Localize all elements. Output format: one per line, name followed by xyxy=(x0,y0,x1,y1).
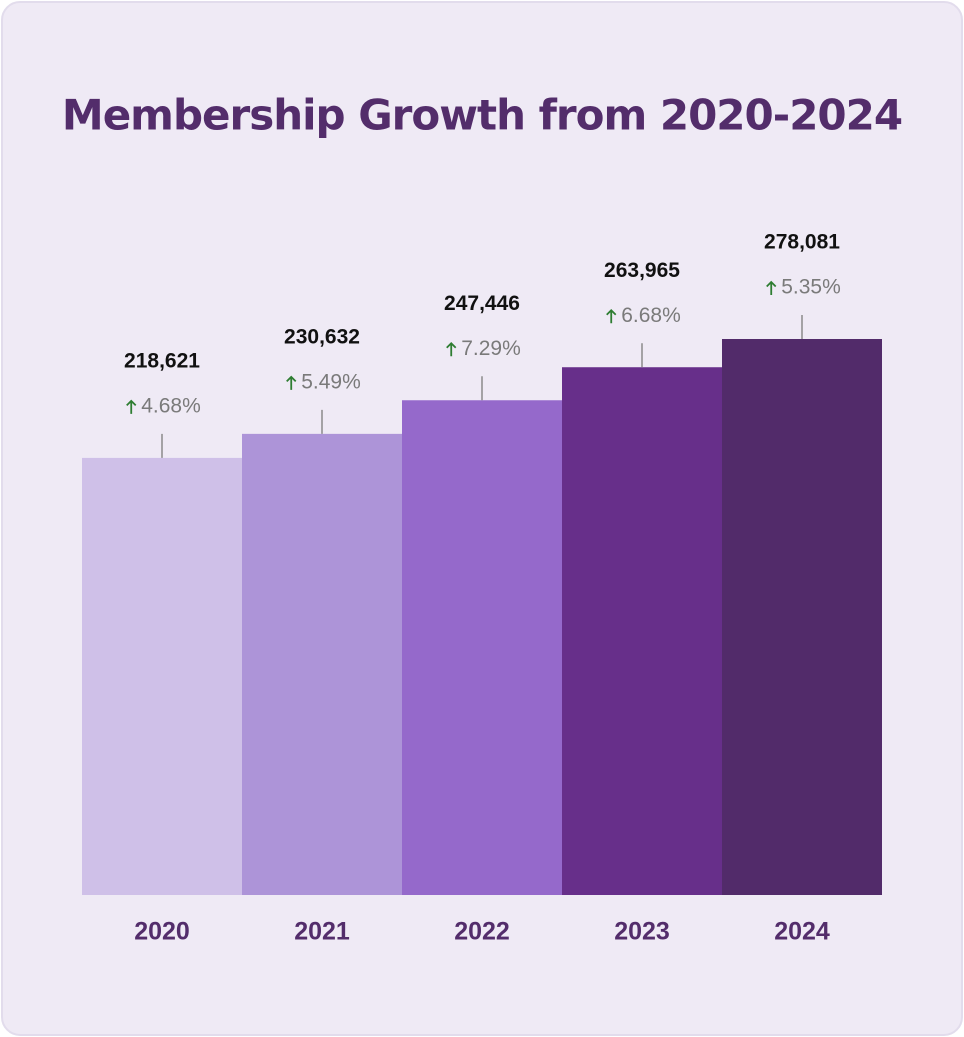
value-label: 218,621 xyxy=(124,349,200,372)
chart-title: Membership Growth from 2020-2024 xyxy=(62,91,902,140)
growth-label: 6.68% xyxy=(621,304,681,327)
bar xyxy=(562,367,722,896)
up-arrow xyxy=(286,375,297,390)
x-tick-label: 2022 xyxy=(454,918,510,946)
up-arrow xyxy=(446,341,457,357)
up-arrow xyxy=(606,308,617,324)
x-tick-label: 2023 xyxy=(614,918,670,946)
bar xyxy=(402,400,562,895)
value-label: 278,081 xyxy=(764,231,840,254)
growth-label: 7.29% xyxy=(461,337,521,360)
up-arrow xyxy=(126,399,137,414)
growth-label: 4.68% xyxy=(141,394,201,417)
x-tick-label: 2020 xyxy=(134,918,190,946)
up-arrow xyxy=(766,280,777,295)
x-tick-label: 2021 xyxy=(294,918,350,946)
growth-label: 5.49% xyxy=(301,370,361,393)
bar xyxy=(82,457,242,895)
bar xyxy=(722,339,882,895)
value-label: 230,632 xyxy=(284,325,360,348)
growth-label: 5.35% xyxy=(781,276,841,299)
x-tick-label: 2024 xyxy=(774,918,830,946)
bar xyxy=(242,433,402,895)
value-label: 247,446 xyxy=(444,292,520,315)
value-label: 263,965 xyxy=(604,259,680,282)
